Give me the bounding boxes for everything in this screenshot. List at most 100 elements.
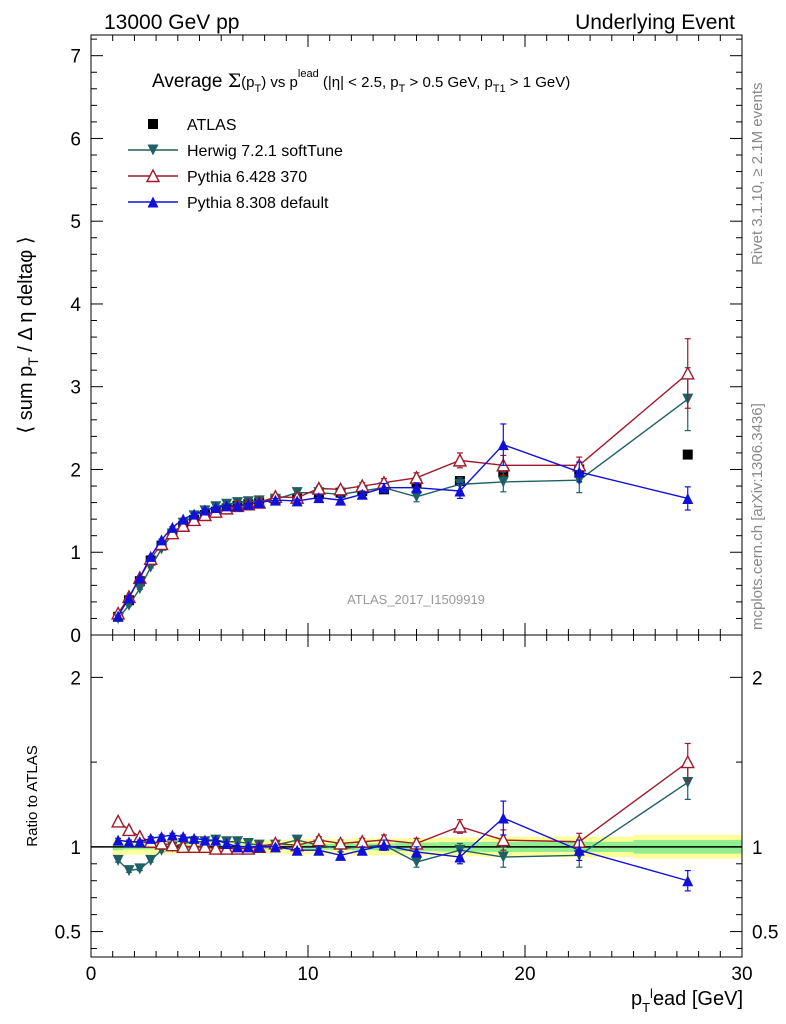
ratio-data-point	[177, 831, 189, 843]
xlabel-a: p	[631, 988, 642, 1010]
ratio-y-tick-label-left: 2	[70, 668, 81, 689]
x-tick-label: 10	[297, 964, 318, 985]
y-tick-label: 1	[70, 543, 81, 564]
main-series-herwig-7-2-1-softtune	[112, 367, 694, 624]
y-tick-label: 4	[70, 295, 81, 316]
title-pre: Average	[152, 71, 228, 92]
ratio-y-tick-label-right: 1	[752, 838, 763, 859]
ratio-y-tick-label-left: 0.5	[55, 923, 81, 944]
header-left: 13000 GeV pp	[104, 11, 239, 34]
ratio-data-point	[112, 834, 124, 846]
ratio-data-point	[188, 832, 200, 844]
ratio-y-tick-label-right: 2	[752, 668, 763, 689]
main-data-point	[188, 508, 200, 520]
main-data-point	[210, 502, 222, 514]
y-tick-label: 5	[70, 212, 81, 233]
ratio-data-point	[221, 837, 233, 849]
main-data-point	[682, 492, 694, 504]
ratio-data-point	[356, 844, 368, 856]
ratio-data-point	[497, 851, 509, 863]
legend-label: Pythia 8.308 default	[187, 195, 329, 212]
main-data-point	[291, 495, 303, 507]
rivet-label: Rivet 3.1.10, ≥ 2.1M events	[749, 83, 766, 266]
ratio-data-point	[269, 841, 281, 853]
ratio-data-point	[454, 851, 466, 863]
ratio-data-point	[112, 854, 124, 866]
main-data-point	[335, 494, 347, 506]
x-tick-label: 20	[514, 964, 535, 985]
xlabel-d: ead [GeV]	[653, 988, 743, 1010]
axes-ticks: 0 10 20 30 0 1 2 3 4 5 6 7 0.5 0.5 1 1 2 2	[55, 35, 778, 985]
ratio-data-point	[208, 841, 223, 855]
main-data-point	[573, 466, 585, 478]
ratio-data-point	[199, 834, 211, 846]
main-data-point	[409, 470, 424, 484]
ratio-data-point	[176, 839, 191, 854]
legend-marker	[148, 119, 158, 129]
data-series	[110, 338, 695, 892]
main-series-pythia-8-308-default	[112, 423, 694, 622]
legend-label: Herwig 7.2.1 softTune	[187, 143, 343, 160]
x-axis-label: pTlead [GeV]	[631, 986, 743, 1015]
main-data-point	[231, 500, 243, 512]
main-data-point	[497, 439, 509, 451]
y-tick-label: 2	[70, 460, 81, 481]
ratio-data-point	[411, 856, 422, 868]
main-data-point	[497, 476, 509, 488]
ratio-data-point	[682, 875, 694, 887]
main-data-point	[269, 494, 281, 506]
mcplots-label: mcplots.cern.ch [arXiv:1306.3436]	[749, 403, 766, 630]
main-data-point	[177, 513, 189, 525]
ratio-data-point	[154, 835, 169, 850]
legend-marker	[147, 144, 159, 156]
legend-marker	[147, 196, 159, 208]
main-data-point	[452, 452, 468, 467]
x-tick-label: 30	[731, 964, 752, 985]
ratio-data-point	[313, 844, 325, 856]
main-data-point	[313, 492, 325, 504]
legend-label: ATLAS	[187, 117, 237, 134]
ratio-data-point	[186, 839, 202, 854]
title-sigma: Σ	[228, 70, 241, 92]
ratio-y-tick-label-left: 1	[70, 838, 81, 859]
main-data-point	[166, 521, 178, 533]
ratio-data-point	[497, 812, 509, 824]
main-data-point	[199, 504, 211, 516]
main-data-point	[134, 583, 146, 595]
title-cut1: (|η| < 2.5, p	[319, 74, 399, 91]
ratio-frame	[90, 634, 743, 958]
ylabel-b-sub: T	[25, 357, 41, 366]
main-data-point	[186, 512, 202, 527]
y-tick-label: 6	[70, 129, 81, 150]
ratio-data-point	[145, 854, 157, 866]
ratio-data-point	[291, 844, 303, 856]
ratio-data-point	[253, 841, 265, 853]
title-pt: (p	[241, 74, 254, 91]
main-data-point	[242, 498, 254, 510]
main-data-point	[253, 497, 265, 509]
ratio-data-point	[166, 829, 178, 841]
ratio-data-point	[680, 754, 695, 769]
ratio-data-point	[123, 865, 135, 877]
main-data-point	[411, 491, 422, 503]
ratio-data-point	[378, 839, 390, 851]
ratio-data-point	[496, 832, 511, 847]
header-right: Underlying Event	[575, 11, 735, 34]
ylabel-a: ⟨ sum p	[15, 366, 37, 434]
ratio-data-point	[110, 813, 126, 828]
main-data-point	[682, 449, 693, 460]
title-t1-sub: T1	[493, 83, 506, 95]
ratio-series-line	[117, 761, 689, 850]
ratio-data-point	[333, 835, 348, 850]
main-data-point	[454, 485, 466, 497]
ratio-data-point	[452, 818, 468, 833]
ratio-data-point	[335, 849, 347, 861]
main-data-point	[411, 482, 422, 494]
ratio-data-point	[411, 846, 422, 858]
ratio-data-point	[121, 822, 137, 837]
ratio-series-pythia-8-308-default	[112, 800, 694, 892]
ratio-data-point	[134, 836, 146, 848]
main-data-point	[165, 525, 180, 540]
title-mid: ) vs p	[261, 74, 298, 91]
